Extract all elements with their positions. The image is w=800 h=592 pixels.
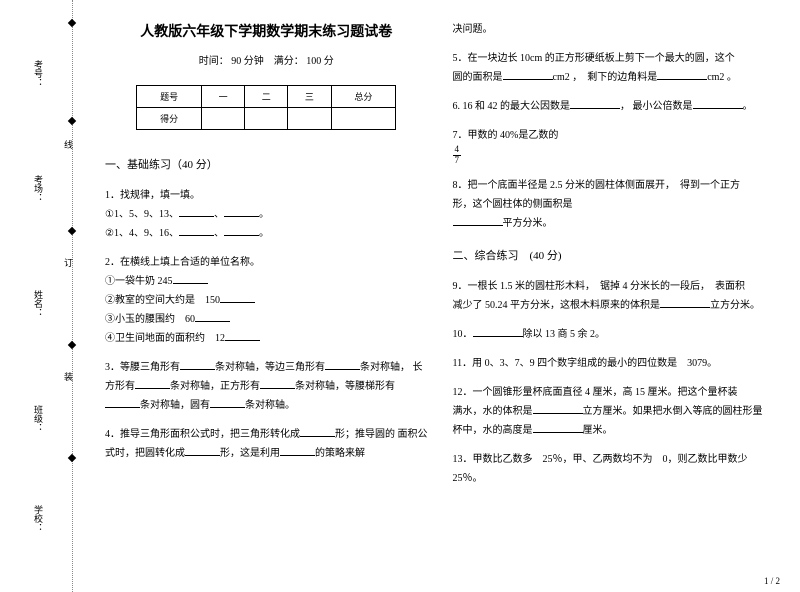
q-line: ①一袋牛奶 245 — [105, 272, 428, 291]
binding-margin: 考号： 线 考场： 订 姓名： 装 班级： 学校： — [0, 0, 80, 592]
binding-label: 考号： — [32, 60, 45, 87]
q-line: ③小玉的腰围约 60 — [105, 310, 428, 329]
blank — [533, 402, 583, 414]
q-line: ①1、5、9、13、、。 — [105, 205, 428, 224]
question-cont: 决问题。 — [453, 20, 776, 39]
blank — [224, 224, 259, 236]
blank — [260, 377, 295, 389]
q-text: 1．找规律，填一填。 — [105, 186, 428, 205]
question: 6. 16 和 42 的最大公因数是， 最小公倍数是。 — [453, 97, 776, 116]
q-text: 2．在横线上填上合适的单位名称。 — [105, 253, 428, 272]
cut-label: 线 — [62, 140, 75, 149]
q-line: ④卫生间地面的面积约 12 — [105, 329, 428, 348]
diamond-icon — [68, 454, 76, 462]
td — [288, 108, 331, 130]
right-column: 决问题。 5．在一块边长 10cm 的正方形硬纸板上剪下一个最大的圆，这个 圆的… — [443, 0, 791, 592]
question: 4．推导三角形面积公式时，把三角形转化成形；推导圆的 面积公式时，把圆转化成形，… — [105, 425, 428, 463]
blank — [135, 377, 170, 389]
question: 3．等腰三角形有条对称轴，等边三角形有条对称轴， 长方形有条对称轴，正方形有条对… — [105, 358, 428, 415]
td — [201, 108, 244, 130]
blank — [225, 329, 260, 341]
blank — [220, 291, 255, 303]
table-row: 题号 一 二 三 总分 — [137, 86, 396, 108]
blank — [453, 214, 503, 226]
question: 11．用 0、3、7、9 四个数字组成的最小的四位数是 3079。 — [453, 354, 776, 373]
binding-dotted-line — [72, 0, 73, 592]
page-title: 人教版六年级下学期数学期末练习题试卷 — [105, 20, 428, 45]
blank — [195, 310, 230, 322]
diamond-icon — [68, 117, 76, 125]
diamond-icon — [68, 341, 76, 349]
td — [331, 108, 396, 130]
blank — [179, 224, 214, 236]
question: 12．一个圆锥形量杯底面直径 4 厘米，高 15 厘米。把这个量杯装 满水，水的… — [453, 383, 776, 440]
blank — [210, 396, 245, 408]
td — [245, 108, 288, 130]
blank — [185, 444, 220, 456]
th: 三 — [288, 86, 331, 108]
binding-label: 学校： — [32, 505, 45, 532]
th: 题号 — [137, 86, 202, 108]
diamond-icon — [68, 227, 76, 235]
score-table: 题号 一 二 三 总分 得分 — [136, 85, 396, 130]
question: 2．在横线上填上合适的单位名称。 ①一袋牛奶 245 ②教室的空间大约是 150… — [105, 253, 428, 348]
blank — [570, 97, 620, 109]
blank — [503, 68, 553, 80]
th: 二 — [245, 86, 288, 108]
fraction: 47 — [453, 145, 462, 166]
q-line: ②教室的空间大约是 150 — [105, 291, 428, 310]
binding-label: 姓名： — [32, 290, 45, 317]
blank — [224, 205, 259, 217]
blank — [660, 296, 710, 308]
question: 5．在一块边长 10cm 的正方形硬纸板上剪下一个最大的圆，这个 圆的面积是cm… — [453, 49, 776, 87]
th: 一 — [201, 86, 244, 108]
question: 7．甲数的 40%是乙数的 47 — [453, 126, 776, 166]
blank — [325, 358, 360, 370]
cut-label: 订 — [62, 258, 75, 267]
left-column: 人教版六年级下学期数学期末练习题试卷 时间： 90 分钟 满分： 100 分 题… — [95, 0, 443, 592]
blank — [657, 68, 707, 80]
blank — [179, 205, 214, 217]
question: 9．一根长 1.5 米的圆柱形木料， 锯掉 4 分米长的一段后， 表面积 减少了… — [453, 277, 776, 315]
section-heading: 一、基础练习（40 分） — [105, 156, 428, 176]
blank — [300, 425, 335, 437]
table-row: 得分 — [137, 108, 396, 130]
page-subtitle: 时间： 90 分钟 满分： 100 分 — [105, 53, 428, 71]
td: 得分 — [137, 108, 202, 130]
section-heading: 二、综合练习 (40 分) — [453, 247, 776, 267]
question: 10．除以 13 商 5 余 2。 — [453, 325, 776, 344]
blank — [533, 421, 583, 433]
blank — [473, 325, 523, 337]
blank — [693, 97, 743, 109]
question: 8．把一个底面半径是 2.5 分米的圆柱体侧面展开， 得到一个正方 形，这个圆柱… — [453, 176, 776, 233]
blank — [105, 396, 140, 408]
th: 总分 — [331, 86, 396, 108]
blank — [173, 272, 208, 284]
page-content: 人教版六年级下学期数学期末练习题试卷 时间： 90 分钟 满分： 100 分 题… — [95, 0, 790, 592]
binding-label: 考场： — [32, 175, 45, 202]
question: 1．找规律，填一填。 ①1、5、9、13、、。 ②1、4、9、16、、。 — [105, 186, 428, 243]
q-line: ②1、4、9、16、、。 — [105, 224, 428, 243]
question: 13．甲数比乙数多 25％，甲、乙两数均不为 0，则乙数比甲数少 25％。 — [453, 450, 776, 488]
cut-label: 装 — [62, 372, 75, 381]
blank — [180, 358, 215, 370]
binding-label: 班级： — [32, 405, 45, 432]
page-number: 1 / 2 — [764, 576, 780, 586]
diamond-icon — [68, 19, 76, 27]
blank — [280, 444, 315, 456]
